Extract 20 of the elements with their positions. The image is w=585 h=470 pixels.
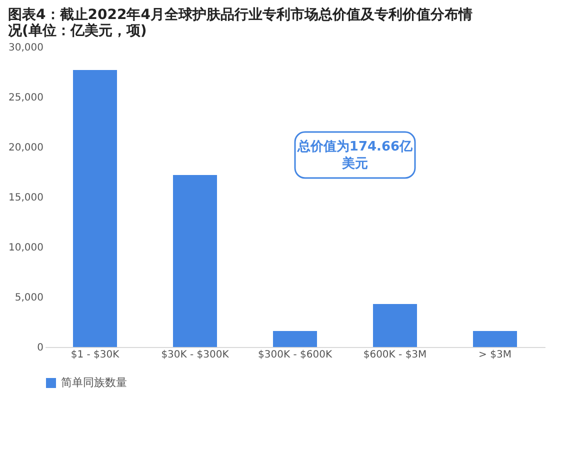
y-tick-label: 5,000 [14,292,44,304]
bar [173,175,217,347]
y-tick-label: 25,000 [8,92,44,104]
x-tick-label: $1 - $30K [70,350,120,360]
y-tick-label: 0 [37,342,44,354]
annotation: 总价值为174.66亿美元 [296,138,414,172]
x-tick-label: $300K - $600K [258,350,332,360]
y-tick-label: 15,000 [8,192,44,204]
y-tick-label: 20,000 [8,142,44,154]
bar [73,70,117,347]
x-tick-label: $30K - $300K [161,350,230,360]
chart-title: 图表4：截止2022年4月全球护肤品行业专利市场总价值及专利价值分布情况(单位：亿美元，项) [8,6,472,39]
legend-label: 简单同族数量 [61,376,127,389]
y-tick-label: 30,000 [8,42,44,54]
bar [273,331,317,347]
x-tick-label: > $3M [478,350,512,360]
y-tick-label: 10,000 [8,242,44,254]
bar [473,331,517,347]
x-tick-label: $600K - $3M [363,350,427,360]
bar [373,304,417,347]
